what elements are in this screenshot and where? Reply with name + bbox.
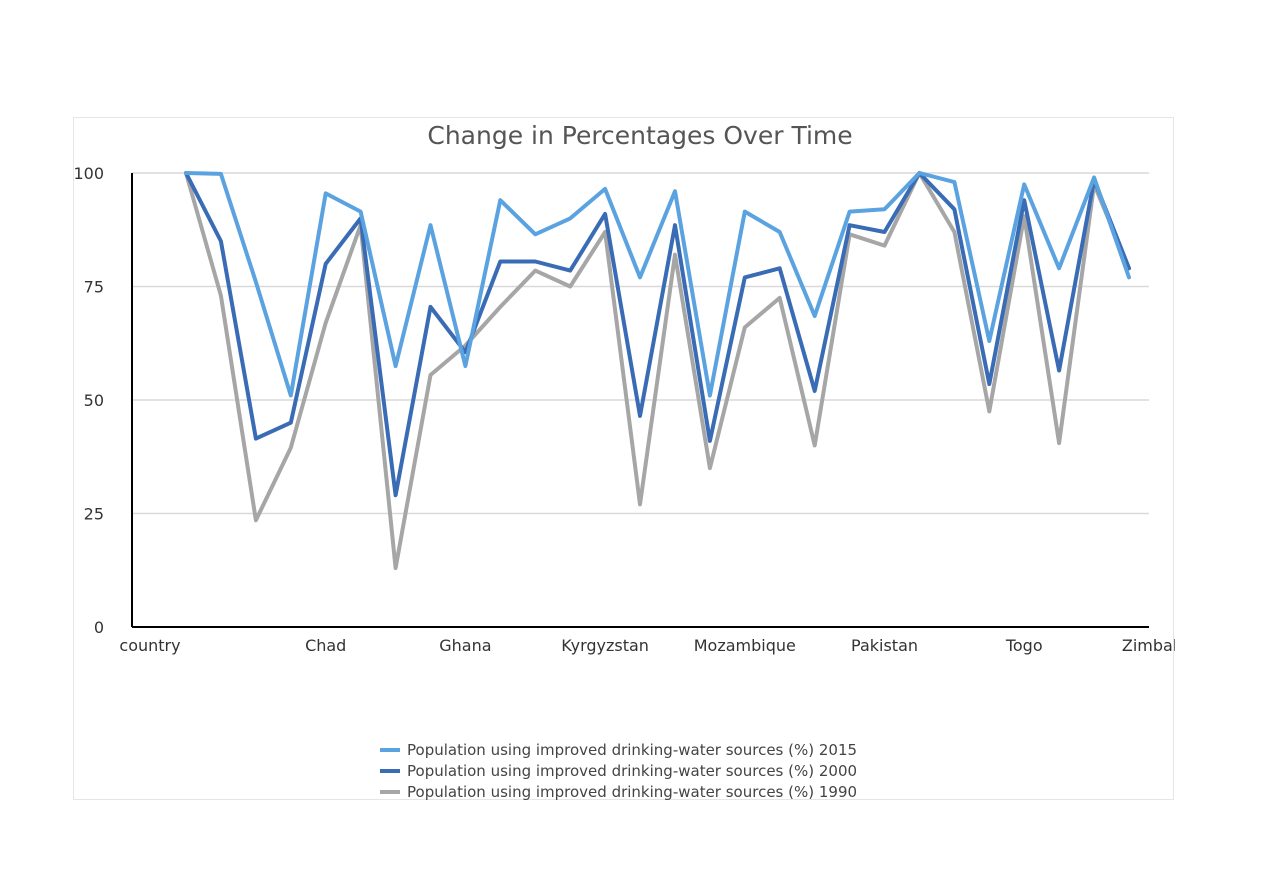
x-tick-label: Togo [1005, 636, 1043, 655]
x-tick-label: Kyrgyzstan [561, 636, 649, 655]
legend-label-2: Population using improved drinking-water… [407, 783, 857, 801]
gridlines [132, 172, 1149, 515]
x-tick-label: country [119, 636, 180, 655]
y-tick-label: 50 [84, 391, 104, 410]
y-tick-label: 100 [74, 164, 104, 183]
x-tick-label: Chad [305, 636, 346, 655]
y-tick-label: 75 [84, 278, 104, 297]
x-tick-label: Zimbabwe [1122, 636, 1175, 655]
axes [131, 173, 1149, 628]
series-lines [184, 171, 1131, 570]
y-tick-label: 0 [94, 618, 104, 637]
legend: Population using improved drinking-water… [380, 741, 857, 801]
series-line-0 [184, 171, 1131, 398]
y-axis-ticks: 0 25 50 75 100 [74, 164, 104, 637]
x-tick-label: Pakistan [851, 636, 918, 655]
line-chart: Change in Percentages Over Time 0 25 50 75 1… [74, 121, 1175, 801]
legend-label-0: Population using improved drinking-water… [407, 741, 857, 759]
y-tick-label: 25 [84, 505, 104, 524]
x-tick-label: Mozambique [694, 636, 796, 655]
series-line-2 [184, 171, 1131, 570]
chart-frame: Change in Percentages Over Time 0 25 50 75 1… [73, 117, 1175, 801]
x-axis-ticks: country Chad Ghana Kyrgyzstan Mozambique Paki… [119, 636, 1175, 655]
series-line-1 [184, 171, 1131, 498]
x-tick-label: Ghana [439, 636, 491, 655]
chart-title: Change in Percentages Over Time [427, 121, 852, 150]
legend-label-1: Population using improved drinking-water… [407, 762, 857, 780]
